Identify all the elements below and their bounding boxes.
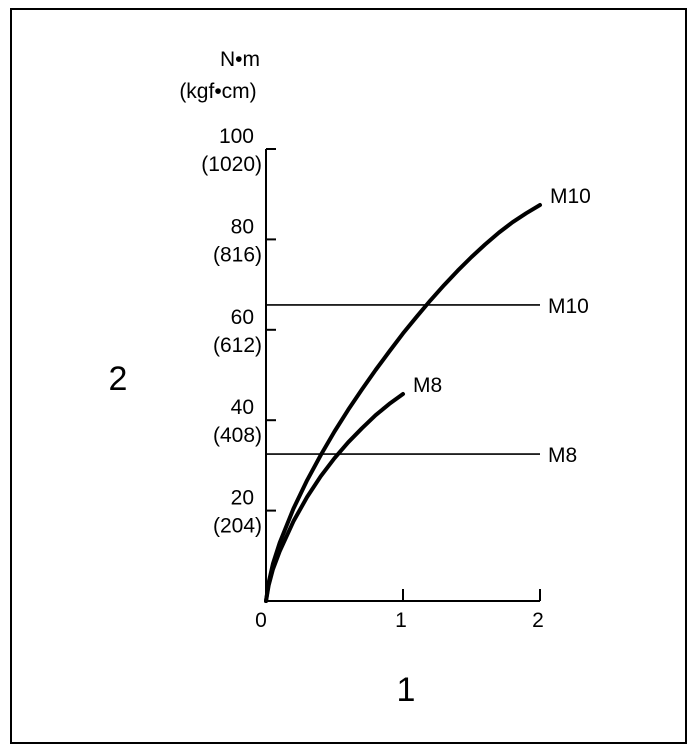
series-line-m10-curve	[264, 203, 542, 603]
y-tick-label-secondary-20: (204)	[213, 515, 262, 538]
x-tick-label-0: 0	[255, 609, 267, 632]
y-tick-label-80: 80	[231, 215, 254, 238]
y-unit-label-secondary: (kgf•cm)	[179, 80, 256, 103]
series-line-m8-curve	[264, 392, 405, 603]
y-unit-label: N•m	[220, 48, 260, 71]
y-tick-label-60: 60	[231, 306, 254, 329]
y-tick-label-20: 20	[231, 487, 254, 510]
y-tick-label-secondary-60: (612)	[213, 334, 262, 357]
x-axis-callout: 1	[397, 671, 416, 709]
series-label-m10-curve: M10	[550, 185, 591, 208]
axes	[265, 149, 540, 602]
y-tick-label-40: 40	[231, 396, 254, 419]
x-tick-label-1: 1	[395, 609, 407, 632]
series-label-m8-curve: M8	[413, 374, 442, 397]
series-layer: M10 M8 M10 M8	[264, 185, 591, 603]
labels: N•m (kgf•cm) 2 1	[109, 48, 416, 709]
ticks: 20 (204) 40 (408) 60 (612) 80 (816) 100 (1020) 0 1 2	[201, 125, 544, 632]
y-tick-label-secondary-100: (1020)	[201, 153, 262, 176]
y-tick-label-100: 100	[219, 125, 254, 148]
y-tick-label-secondary-80: (816)	[213, 243, 262, 266]
series-label-m10-horizontal: M10	[548, 295, 589, 318]
y-axis-callout: 2	[109, 360, 128, 398]
series-label-m8-horizontal: M8	[548, 444, 577, 467]
figure-frame	[10, 8, 687, 744]
y-tick-label-secondary-40: (408)	[213, 424, 262, 447]
x-tick-label-2: 2	[532, 609, 544, 632]
